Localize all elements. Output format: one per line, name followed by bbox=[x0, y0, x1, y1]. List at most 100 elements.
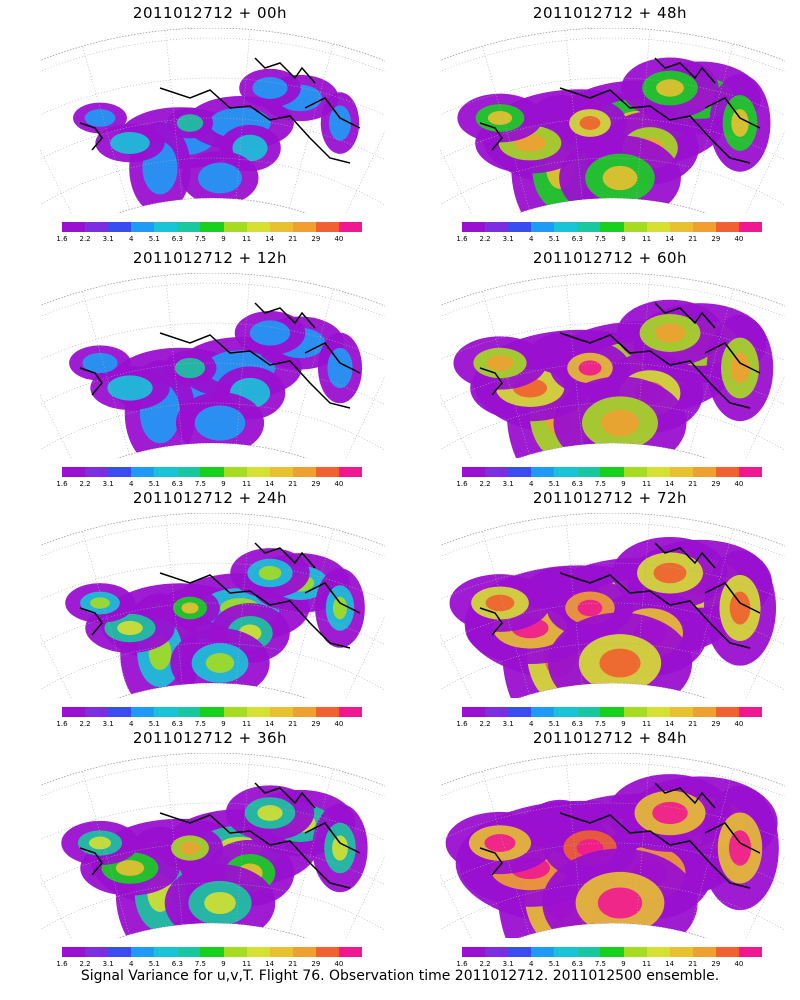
figure-caption: Signal Variance for u,v,T. Flight 76. Ob… bbox=[80, 968, 720, 984]
colorbar-swatch bbox=[200, 222, 224, 232]
colorbar-tick-label: 7.5 bbox=[194, 960, 207, 968]
colorbar-tick-label: 5.1 bbox=[148, 235, 160, 243]
polar-map bbox=[40, 28, 385, 213]
colorbar-swatch bbox=[600, 947, 624, 957]
colorbar-tick-label: 3.1 bbox=[502, 720, 514, 728]
variance-field bbox=[252, 77, 288, 99]
colorbar-swatch bbox=[600, 467, 624, 477]
colorbar-swatch bbox=[715, 222, 739, 232]
colorbar-tick-label: 4 bbox=[128, 480, 134, 488]
colorbar-swatch bbox=[108, 467, 132, 477]
colorbar-tick-label: 2.2 bbox=[79, 960, 91, 968]
forecast-panel: 2011012712 + 48h 1.6 2.2 3.1 4 5.1 6.3 7.5 9 11 14… bbox=[420, 0, 800, 245]
variance-peak bbox=[579, 116, 601, 130]
colorbar bbox=[462, 947, 763, 957]
colorbar-swatch bbox=[692, 467, 716, 477]
colorbar-tick-label: 11 bbox=[642, 480, 652, 488]
colorbar-swatch bbox=[85, 467, 109, 477]
polar-map bbox=[40, 513, 385, 698]
colorbar-swatch bbox=[131, 947, 155, 957]
colorbar-tick-label: 40 bbox=[334, 480, 344, 488]
colorbar-swatch bbox=[108, 947, 132, 957]
colorbar-swatch bbox=[292, 947, 316, 957]
colorbar-swatch bbox=[600, 707, 624, 717]
colorbar bbox=[462, 707, 763, 717]
colorbar-tick-label: 7.5 bbox=[594, 720, 607, 728]
colorbar-tick-label: 6.3 bbox=[171, 720, 183, 728]
colorbar-ticks: 1.6 2.2 3.1 4 5.1 6.3 7.5 9 11 14 21 29 40 bbox=[456, 960, 762, 970]
forecast-panel: 2011012712 + 60h 1.6 2.2 3.1 4 5.1 6.3 7.5 9 11 14… bbox=[420, 245, 800, 490]
colorbar-tick-label: 29 bbox=[311, 720, 321, 728]
colorbar-swatch bbox=[646, 222, 670, 232]
variance-field bbox=[194, 405, 246, 441]
colorbar-swatch bbox=[223, 707, 247, 717]
colorbar-tick-label: 40 bbox=[334, 960, 344, 968]
coastline bbox=[79, 302, 361, 409]
colorbar-tick-label: 29 bbox=[311, 235, 321, 243]
colorbar-swatch bbox=[485, 947, 509, 957]
colorbar-swatch bbox=[462, 707, 486, 717]
colorbar-swatch bbox=[269, 707, 293, 717]
colorbar-tick-label: 11 bbox=[242, 235, 252, 243]
colorbar-tick-label: 5.1 bbox=[148, 480, 160, 488]
colorbar-tick-label: 5.1 bbox=[548, 960, 560, 968]
variance-field bbox=[84, 109, 116, 127]
coastline bbox=[79, 542, 361, 649]
variance-peak bbox=[656, 79, 684, 97]
colorbar-swatch bbox=[154, 467, 178, 477]
variance-peak bbox=[729, 591, 751, 625]
colorbar-swatch bbox=[531, 467, 555, 477]
colorbar-tick-label: 6.3 bbox=[571, 235, 583, 243]
colorbar-swatch bbox=[131, 222, 155, 232]
colorbar-swatch bbox=[315, 222, 339, 232]
colorbar-tick-label: 14 bbox=[665, 480, 675, 488]
colorbar-tick-label: 11 bbox=[642, 235, 652, 243]
colorbar-swatch bbox=[623, 467, 647, 477]
colorbar-tick-label: 4 bbox=[528, 960, 534, 968]
colorbar-swatch bbox=[315, 707, 339, 717]
coastline bbox=[479, 302, 761, 409]
colorbar-tick-label: 40 bbox=[734, 235, 744, 243]
colorbar-tick-label: 6.3 bbox=[571, 960, 583, 968]
colorbar-swatch bbox=[200, 707, 224, 717]
colorbar-swatch bbox=[246, 222, 270, 232]
colorbar-swatch bbox=[462, 947, 486, 957]
colorbar-tick-label: 1.6 bbox=[56, 235, 68, 243]
colorbar-tick-label: 3.1 bbox=[102, 480, 114, 488]
colorbar-tick-label: 4 bbox=[528, 720, 534, 728]
colorbar-tick-label: 6.3 bbox=[171, 235, 183, 243]
panel-title: 2011012712 + 12h bbox=[132, 249, 288, 267]
colorbar-tick-label: 14 bbox=[265, 235, 275, 243]
colorbar-swatch bbox=[269, 947, 293, 957]
colorbar-tick-label: 1.6 bbox=[456, 480, 468, 488]
colorbar-swatch bbox=[577, 222, 601, 232]
colorbar-tick-label: 4 bbox=[528, 480, 534, 488]
coastline bbox=[79, 57, 361, 164]
colorbar-tick-label: 14 bbox=[665, 960, 675, 968]
colorbar-swatch bbox=[554, 947, 578, 957]
colorbar-swatch bbox=[623, 222, 647, 232]
colorbar-tick-label: 14 bbox=[665, 235, 675, 243]
colorbar-swatch bbox=[508, 947, 532, 957]
colorbar-tick-label: 9 bbox=[221, 720, 226, 728]
colorbar-swatch bbox=[646, 467, 670, 477]
colorbar-tick-label: 29 bbox=[711, 235, 721, 243]
colorbar-tick-label: 21 bbox=[688, 235, 698, 243]
colorbar-tick-label: 3.1 bbox=[502, 960, 514, 968]
colorbar-tick-label: 40 bbox=[734, 480, 744, 488]
polar-map bbox=[440, 273, 785, 458]
colorbar-tick-label: 5.1 bbox=[148, 960, 160, 968]
variance-peak bbox=[205, 653, 235, 673]
colorbar-tick-label: 21 bbox=[288, 960, 298, 968]
colorbar-ticks: 1.6 2.2 3.1 4 5.1 6.3 7.5 9 11 14 21 29 40 bbox=[56, 235, 362, 245]
colorbar-swatch bbox=[554, 222, 578, 232]
variance-field bbox=[249, 320, 291, 346]
colorbar-swatch bbox=[462, 222, 486, 232]
colorbar-tick-label: 9 bbox=[221, 960, 226, 968]
polar-map bbox=[440, 753, 785, 938]
colorbar-swatch bbox=[108, 222, 132, 232]
colorbar-tick-label: 2.2 bbox=[79, 235, 91, 243]
colorbar-swatch bbox=[338, 222, 363, 232]
colorbar-swatch bbox=[200, 947, 224, 957]
colorbar-tick-label: 29 bbox=[311, 960, 321, 968]
